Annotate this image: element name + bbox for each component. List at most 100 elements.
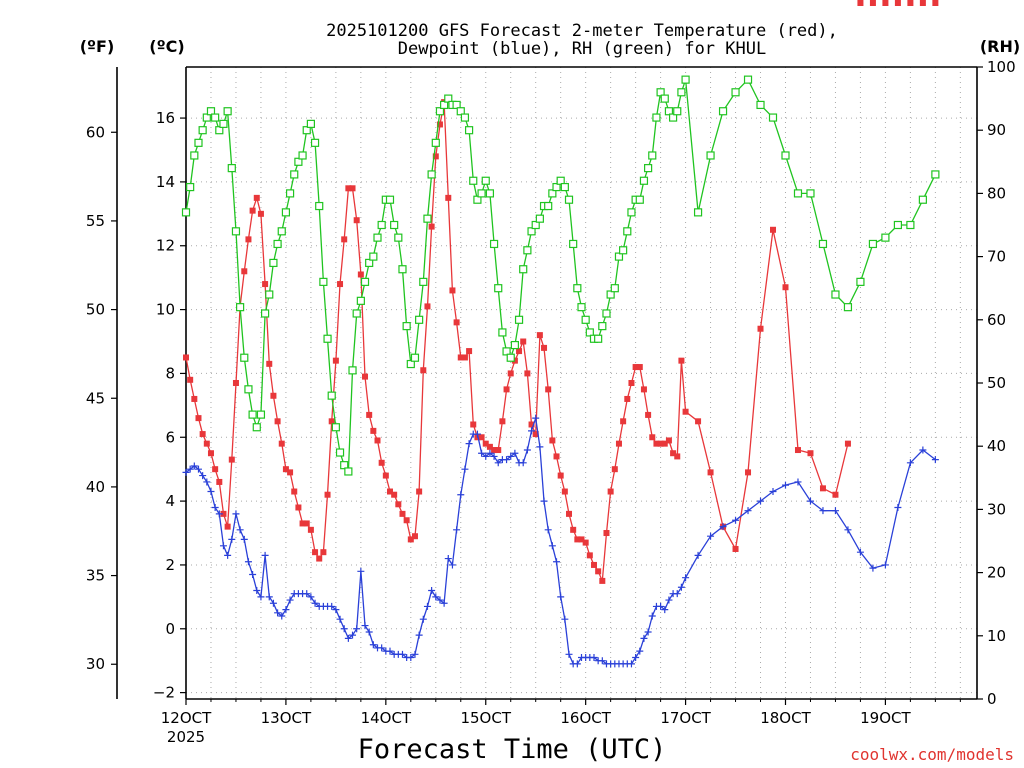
rh-point	[598, 322, 607, 331]
rh-point	[481, 176, 490, 185]
rh-point	[610, 284, 619, 293]
dewpoint-point	[648, 612, 656, 620]
temperature-point	[549, 437, 556, 444]
rh-point	[261, 309, 270, 318]
rh-point	[394, 233, 403, 242]
rh-point	[456, 107, 465, 116]
dewpoint-point	[340, 625, 348, 633]
dewpoint-point	[244, 558, 252, 566]
temperature-point	[603, 530, 610, 537]
rh-point	[281, 208, 291, 217]
temperature-point	[337, 281, 344, 288]
temperature-point	[245, 236, 252, 243]
rh-point	[768, 113, 778, 122]
rh-point	[644, 164, 653, 173]
dewpoint-point	[282, 606, 290, 614]
rh-point	[410, 353, 420, 362]
dewpoint-point	[869, 564, 877, 572]
dewpoint-point	[482, 452, 490, 460]
rh-point	[215, 126, 224, 135]
rh-point	[639, 176, 649, 185]
dewpoint-point	[894, 503, 902, 511]
temperature-point	[332, 357, 339, 364]
temperature-point	[561, 488, 568, 495]
dewpoint-point	[432, 593, 440, 601]
dewpoint-point	[473, 430, 481, 438]
dewpoint-point	[386, 647, 394, 655]
rh-point	[756, 100, 765, 110]
temperature-point	[316, 555, 323, 562]
x-tick-label: 19OCT	[860, 709, 911, 727]
dewpoint-point	[657, 602, 665, 610]
temperature-point	[420, 367, 427, 374]
temperature-point	[615, 440, 622, 447]
rh-point	[464, 126, 474, 135]
series-layer	[181, 0, 940, 668]
dewpoint-point	[519, 459, 527, 467]
rh-point	[365, 258, 374, 268]
temperature-point	[844, 440, 851, 447]
temperature-point	[374, 437, 381, 444]
rh-point	[377, 220, 386, 230]
fahrenheit-tick-label: 35	[86, 567, 105, 585]
series-temperature	[183, 0, 939, 584]
temperature-point	[395, 501, 402, 508]
dewpoint-point	[553, 558, 561, 566]
temperature-point	[282, 466, 289, 473]
rh-point	[244, 385, 253, 394]
dewpoint-point	[423, 602, 431, 610]
rh-point	[614, 252, 624, 261]
temperature-point	[386, 488, 393, 495]
axes: −2 0 2 4 6 8 10 12 14 16 30 35 40 45 50 55 60 0 10 20 30 40 50…	[86, 58, 1016, 727]
rh-point	[194, 138, 203, 147]
dewpoint-point	[881, 561, 889, 569]
dewpoint-point	[278, 612, 286, 620]
dewpoint-point	[332, 606, 340, 614]
rh-point	[623, 227, 632, 236]
rh-point	[356, 296, 365, 305]
rh-point	[360, 277, 370, 286]
temperature-point	[436, 121, 443, 128]
rh-point	[236, 303, 245, 312]
temperature-point	[295, 504, 302, 511]
rh-point	[202, 113, 211, 122]
temperature-point	[582, 539, 589, 546]
temperature-point	[640, 386, 647, 393]
dewpoint-point	[732, 516, 740, 524]
temperature-point	[857, 0, 864, 6]
rh-point	[269, 258, 278, 268]
temperature-point	[207, 450, 214, 457]
dewpoint-point	[236, 526, 244, 534]
temperature-point	[399, 510, 406, 517]
x-tick-label: 18OCT	[760, 709, 811, 727]
temperature-point	[653, 440, 660, 447]
rh-point	[440, 100, 449, 110]
temperature-point	[278, 440, 285, 447]
temperature-point	[553, 453, 560, 460]
rh-point	[506, 353, 515, 362]
dewpoint-point	[444, 555, 452, 563]
temperature-point	[819, 485, 826, 492]
rh-point	[693, 208, 703, 217]
x-tick-label: 12OCT	[161, 709, 212, 727]
rh-point	[656, 88, 665, 97]
rh-tick-label: 90	[987, 121, 1006, 139]
x-start-year-label: 2025	[167, 728, 205, 746]
dewpoint-point	[523, 446, 531, 454]
rh-tick-label: 100	[987, 58, 1016, 76]
temperature-point	[445, 194, 452, 201]
temperature-point	[574, 536, 581, 543]
temperature-point	[353, 217, 360, 224]
rh-point	[552, 182, 561, 192]
dewpoint-point	[707, 532, 715, 540]
fahrenheit-tick-label: 40	[86, 478, 105, 496]
dewpoint-point	[357, 567, 365, 575]
temperature-point	[299, 520, 306, 527]
rh-point	[186, 182, 195, 192]
dewpoint-point	[640, 634, 648, 642]
rh-point	[423, 214, 432, 223]
dewpoint-point	[540, 497, 548, 505]
dewpoint-point	[461, 465, 469, 473]
dewpoint-point	[269, 599, 277, 607]
x-tick-label: 16OCT	[560, 709, 611, 727]
